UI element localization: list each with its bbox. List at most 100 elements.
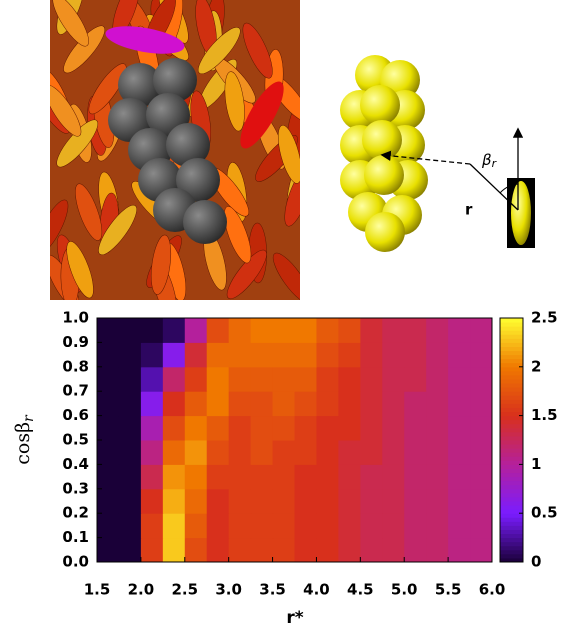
y-tick-label: 0.2 xyxy=(62,504,89,522)
heat-cell xyxy=(448,391,471,417)
heat-cell xyxy=(272,464,295,490)
colorbar-segment xyxy=(500,533,523,539)
mesogen xyxy=(56,119,99,168)
y-tick-label: 0.6 xyxy=(62,406,89,424)
colorbar-segment xyxy=(500,387,523,392)
colorbar-segment xyxy=(500,358,523,364)
colorbar-segment xyxy=(500,541,523,547)
colorbar-segment xyxy=(500,346,523,352)
heat-cell xyxy=(97,464,120,490)
heat-cell xyxy=(162,366,186,392)
colorbar-segment xyxy=(500,354,523,360)
heat-cell xyxy=(316,464,339,490)
colorbar-segment xyxy=(500,444,523,449)
geometry-diagram: βr r xyxy=(380,127,535,248)
heat-cell xyxy=(338,366,361,392)
colorbar-segment xyxy=(500,452,523,457)
y-axis-label-main: cosβ xyxy=(12,422,34,465)
heat-cell xyxy=(404,415,427,441)
colorbar-segment xyxy=(500,492,523,498)
y-axis-label-sub: r xyxy=(21,414,37,422)
heat-cell xyxy=(360,488,383,514)
heat-cell xyxy=(294,537,317,563)
heat-cell xyxy=(360,415,383,441)
heat-cell xyxy=(338,391,361,417)
heat-cell xyxy=(272,440,295,465)
heat-cell xyxy=(162,318,186,343)
heat-cell xyxy=(448,440,471,465)
heat-cell xyxy=(426,464,449,490)
heat-cell xyxy=(140,464,164,490)
heat-cell xyxy=(140,440,164,465)
colorbar-tick-label: 0 xyxy=(531,553,541,571)
heat-cell xyxy=(448,513,471,539)
heat-cell xyxy=(206,391,230,417)
heat-cell xyxy=(272,366,295,392)
colorbar-tick-label: 1 xyxy=(531,455,541,473)
heat-cell xyxy=(426,488,449,514)
heat-cell xyxy=(118,415,142,441)
colorbar-segment xyxy=(500,545,523,551)
mesogen xyxy=(63,25,105,74)
colorbar-segment xyxy=(500,488,523,494)
heat-cell xyxy=(470,342,493,368)
heat-cell xyxy=(448,488,471,514)
heat-cell xyxy=(250,342,274,368)
colorbar-segment xyxy=(500,435,523,441)
heat-cell xyxy=(294,488,317,514)
heat-cell xyxy=(272,488,295,514)
colorbar-segment xyxy=(500,476,523,482)
heat-cell xyxy=(360,342,383,368)
heat-cell xyxy=(404,513,427,539)
colorbar-segment xyxy=(500,415,523,421)
heat-cell xyxy=(97,440,120,465)
heat-cell xyxy=(338,537,361,563)
heat-cell xyxy=(228,464,252,490)
colorbar-tick-label: 1.5 xyxy=(531,406,558,424)
heat-cell xyxy=(97,391,120,417)
heat-cell xyxy=(228,318,252,343)
colorbar-segment xyxy=(500,391,523,396)
mesogen xyxy=(66,241,94,299)
beta-label: βr xyxy=(481,151,498,171)
heat-cell xyxy=(184,537,208,563)
heat-cell xyxy=(448,318,471,343)
colorbar-segment xyxy=(500,460,523,465)
heat-cell xyxy=(426,513,449,539)
heat-cell xyxy=(272,391,295,417)
heat-cell xyxy=(426,342,449,368)
colorbar-segment xyxy=(500,525,523,530)
heat-cell xyxy=(118,342,142,368)
colorbar-segment xyxy=(500,379,523,384)
heat-cell xyxy=(97,513,120,539)
heat-cell xyxy=(118,488,142,514)
heat-cell xyxy=(162,537,186,563)
heat-cell xyxy=(316,513,339,539)
heat-cell xyxy=(118,391,142,417)
heat-cell xyxy=(382,342,405,368)
x-tick-label: 3.5 xyxy=(259,581,286,599)
heat-cell xyxy=(118,537,142,563)
heat-cell xyxy=(316,415,339,441)
heat-cell xyxy=(140,342,164,368)
heat-cell xyxy=(426,391,449,417)
colorbar-segment xyxy=(500,334,523,339)
heat-cell xyxy=(250,537,274,563)
heat-cell xyxy=(382,464,405,490)
heat-cell xyxy=(206,318,230,343)
y-tick-label: 0.4 xyxy=(62,455,89,473)
heat-cell xyxy=(404,391,427,417)
heat-cell xyxy=(140,366,164,392)
x-tick-label: 3.0 xyxy=(215,581,242,599)
heat-cell xyxy=(272,537,295,563)
colorbar-segment xyxy=(500,549,523,555)
colorbar-segment xyxy=(500,472,523,478)
heat-cell xyxy=(118,440,142,465)
colorbar-segment xyxy=(500,464,523,469)
heat-cell xyxy=(470,513,493,539)
x-tick-label: 5.0 xyxy=(391,581,418,599)
heat-cell xyxy=(316,366,339,392)
colorbar-segment xyxy=(500,326,523,331)
colorbar-segment xyxy=(500,521,523,526)
heat-cell xyxy=(162,440,186,465)
